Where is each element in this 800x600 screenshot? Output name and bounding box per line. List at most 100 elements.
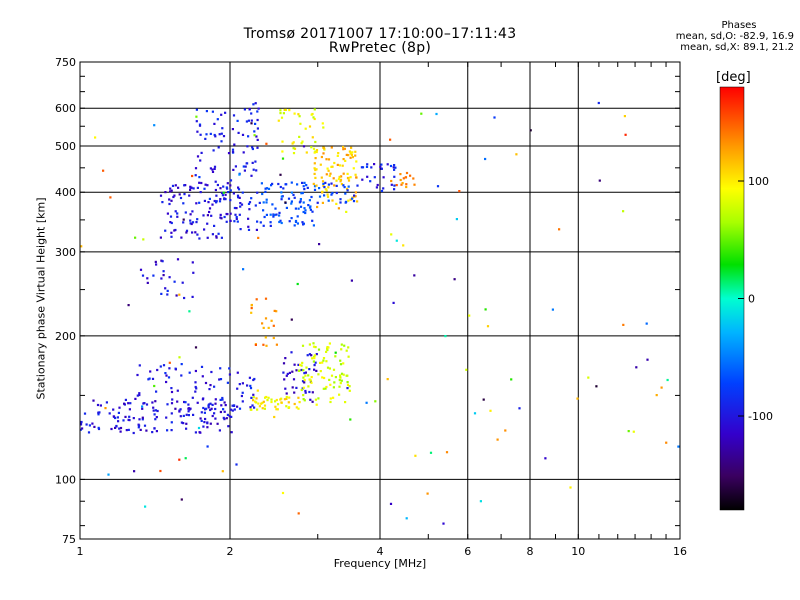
data-point	[287, 401, 290, 404]
data-point	[233, 408, 236, 411]
data-point	[314, 140, 317, 144]
data-point	[206, 222, 209, 225]
data-point	[308, 199, 311, 202]
data-point	[182, 414, 185, 417]
data-point	[178, 458, 181, 461]
data-point	[209, 167, 212, 170]
data-point	[206, 236, 209, 239]
data-point	[339, 180, 342, 183]
data-point	[257, 236, 260, 239]
data-point	[125, 429, 128, 432]
data-point	[254, 160, 257, 163]
data-point	[339, 363, 343, 366]
data-point	[307, 204, 310, 207]
data-point	[277, 119, 280, 122]
data-point	[401, 182, 404, 185]
data-point	[250, 396, 253, 399]
data-point	[222, 408, 225, 411]
data-point	[308, 125, 312, 128]
data-point	[203, 228, 206, 231]
data-point	[203, 187, 206, 190]
data-point	[213, 224, 216, 227]
data-point	[320, 176, 323, 179]
data-point	[304, 391, 307, 394]
data-point	[204, 417, 207, 421]
data-point	[382, 176, 385, 179]
data-point	[343, 344, 346, 347]
data-point	[308, 343, 311, 346]
data-point	[194, 431, 197, 434]
data-point	[529, 129, 532, 132]
data-point	[340, 372, 344, 375]
data-point	[290, 181, 293, 184]
data-point	[321, 180, 325, 183]
data-point	[326, 347, 329, 350]
data-point	[290, 318, 293, 321]
data-point	[338, 175, 341, 178]
data-point	[254, 343, 257, 346]
data-points	[79, 101, 680, 525]
data-point	[114, 416, 117, 420]
data-point	[292, 147, 295, 150]
data-point	[232, 168, 235, 171]
data-point	[218, 429, 221, 432]
data-point	[180, 498, 183, 501]
y-tick-label: 400	[55, 186, 76, 199]
data-point	[293, 147, 297, 150]
data-point	[393, 164, 396, 167]
data-point	[194, 369, 197, 373]
data-point	[226, 182, 229, 185]
data-point	[308, 368, 311, 371]
data-point	[300, 142, 303, 145]
data-point	[569, 486, 572, 489]
data-point	[623, 115, 626, 118]
data-point	[139, 428, 142, 431]
data-point	[312, 345, 316, 348]
data-point	[635, 366, 638, 369]
data-point	[204, 137, 207, 140]
data-point	[183, 400, 186, 404]
data-point	[238, 407, 242, 410]
data-point	[220, 217, 223, 220]
data-point	[234, 213, 237, 216]
data-point	[91, 422, 94, 425]
data-point	[209, 422, 212, 425]
data-point	[138, 393, 141, 397]
data-point	[351, 156, 354, 159]
data-point	[214, 407, 217, 411]
data-point	[219, 198, 222, 201]
data-point	[188, 371, 191, 374]
data-point	[127, 428, 130, 431]
data-point	[351, 197, 354, 200]
data-point	[196, 155, 200, 158]
data-point	[124, 398, 127, 401]
data-point	[305, 151, 308, 154]
data-point	[322, 359, 325, 362]
data-point	[296, 282, 299, 286]
data-point	[660, 386, 663, 389]
data-point	[170, 199, 173, 202]
data-point	[198, 124, 202, 127]
data-point	[220, 404, 223, 407]
data-point	[307, 374, 310, 377]
data-point	[260, 182, 263, 185]
data-point	[329, 397, 332, 400]
data-point	[337, 152, 340, 155]
data-point	[576, 397, 579, 400]
data-point	[176, 400, 179, 403]
data-point	[236, 387, 239, 390]
data-point	[233, 206, 236, 210]
data-point	[219, 410, 222, 414]
data-point	[171, 184, 175, 187]
data-point	[138, 424, 141, 427]
data-point	[262, 343, 265, 346]
data-point	[176, 215, 179, 218]
data-point	[312, 116, 315, 119]
data-point	[277, 182, 280, 186]
data-point	[127, 418, 130, 421]
data-point	[339, 376, 342, 379]
data-point	[187, 407, 191, 410]
data-point	[334, 355, 337, 358]
data-point	[349, 176, 352, 179]
data-point	[336, 163, 339, 166]
